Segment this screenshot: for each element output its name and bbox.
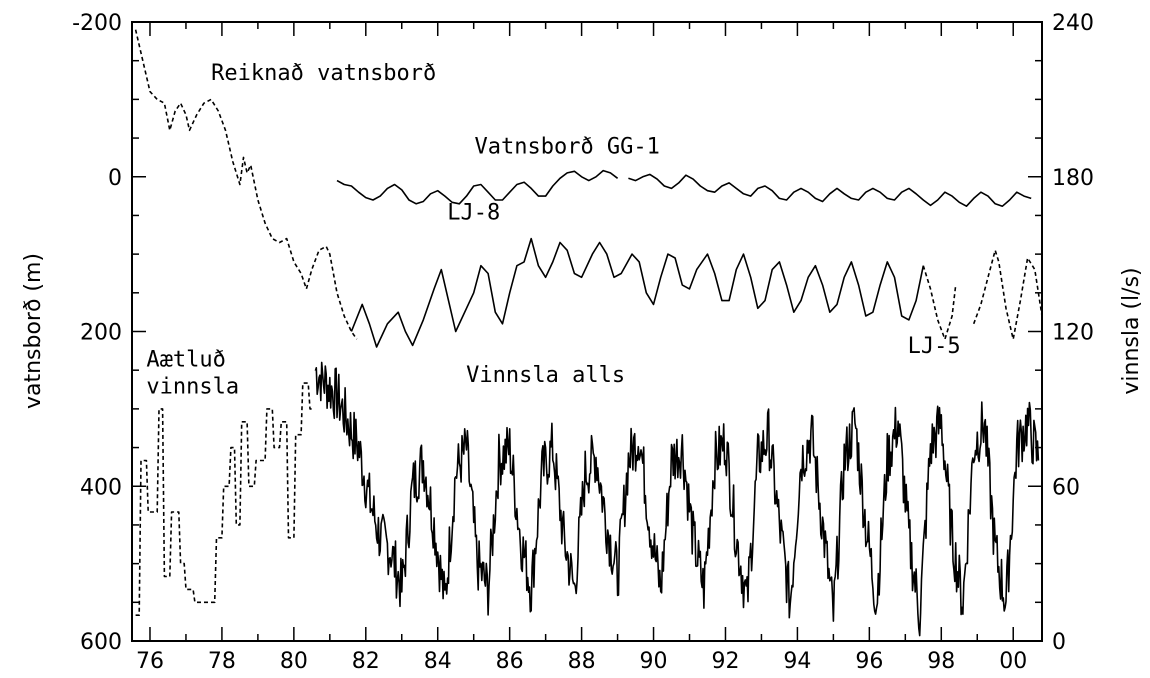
y-axis-right-title: vinnsla (l/s) xyxy=(1119,267,1144,394)
x-tick-label: 94 xyxy=(783,649,811,674)
annotations: Reiknað vatnsborð Vatnsborð GG-1 LJ-8 LJ-5 A… xyxy=(146,61,960,399)
plot-frame xyxy=(131,21,1043,642)
x-tick-label: 78 xyxy=(208,649,236,674)
y-right-tick-label: 120 xyxy=(1052,321,1094,346)
x-tick-label: 92 xyxy=(711,649,739,674)
series-line-lj5 xyxy=(922,249,1043,340)
x-tick-label: 86 xyxy=(496,649,524,674)
annotation-label: Aætluð xyxy=(146,347,225,372)
y-right-tick-label: 60 xyxy=(1052,475,1080,500)
x-tick-label: 96 xyxy=(855,649,883,674)
y-right-tick-label: 0 xyxy=(1052,630,1066,655)
y-right-tick-label: 240 xyxy=(1052,11,1094,36)
y-left-tick-label: 600 xyxy=(80,630,122,655)
annotation-label: Vinnsla alls xyxy=(466,363,625,388)
series-line-lj8 xyxy=(350,237,925,348)
annotation-label: vinnsla xyxy=(146,374,239,399)
x-tick-label: 88 xyxy=(568,649,596,674)
tick-labels: 76 78 80 82 84 86 88 90 92 94 96 98 00-2000200400600… xyxy=(72,11,1094,674)
x-tick-label: 90 xyxy=(640,649,668,674)
y-left-tick-label: 0 xyxy=(108,166,122,191)
tick-marks xyxy=(132,21,1042,642)
x-tick-label: 00 xyxy=(999,649,1027,674)
y-axis-left-title: vatnsborð (m) xyxy=(21,253,46,409)
x-tick-label: 98 xyxy=(927,649,955,674)
x-tick-label: 80 xyxy=(280,649,308,674)
x-tick-label: 84 xyxy=(424,649,452,674)
y-left-tick-label: 400 xyxy=(80,475,122,500)
series-line-aaetlud xyxy=(135,382,314,616)
x-tick-label: 76 xyxy=(136,649,164,674)
y-right-tick-label: 180 xyxy=(1052,166,1094,191)
annotation-label: Reiknað vatnsborð xyxy=(211,61,436,86)
series-lines xyxy=(134,29,1043,637)
series-line-vinnsla_alls xyxy=(314,361,1040,637)
series-line-reiknad xyxy=(134,29,358,340)
annotation-label: Vatnsborð GG-1 xyxy=(474,135,659,160)
y-left-tick-label: -200 xyxy=(72,11,122,36)
annotation-label: LJ-8 xyxy=(447,200,500,225)
annotation-label: LJ-5 xyxy=(908,334,961,359)
x-tick-label: 82 xyxy=(352,649,380,674)
series-line-gg1 xyxy=(336,169,1032,207)
y-left-tick-label: 200 xyxy=(80,321,122,346)
